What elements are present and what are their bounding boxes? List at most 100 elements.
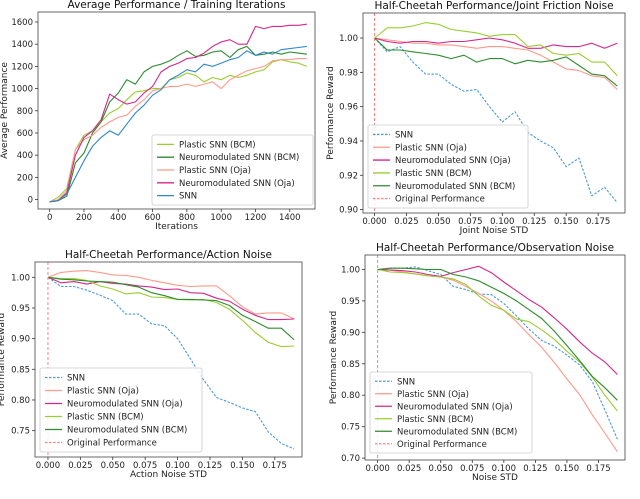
x-axis-label: Iterations	[155, 222, 198, 232]
y-tick-label: 1.00	[339, 34, 358, 44]
x-tick-label: 800	[179, 213, 195, 223]
subplot-2: Half-Cheetah Performance/Joint Friction …	[326, 0, 626, 236]
y-axis-label: Performance Reward	[326, 66, 336, 159]
y-tick-label: 400	[17, 151, 33, 161]
legend: Plastic SNN (BCM) Neuromodulated SNN (BCM…	[151, 134, 314, 206]
series-line-plastic-snn-oja-	[49, 58, 307, 203]
x-tick-label: 0.175	[586, 464, 610, 474]
legend-label: Neuromodulated SNN (BCM)	[397, 427, 517, 437]
legend: SNN Plastic SNN (Oja) Neuromodulated SNN (…	[369, 371, 533, 454]
x-tick-label: 0.175	[263, 461, 287, 471]
y-axis-label: Performance Reward	[329, 311, 339, 404]
legend-label: Plastic SNN (Oja)	[179, 166, 251, 176]
plot-frame	[364, 254, 626, 461]
x-tick-label: 1200	[245, 213, 267, 223]
y-tick-label: 600	[17, 129, 33, 139]
x-tick-label: 0	[47, 213, 52, 223]
legend-label: Neuromodulated SNN (BCM)	[395, 182, 515, 192]
legend-label: Plastic SNN (BCM)	[179, 140, 256, 150]
x-tick-label: 0.075	[133, 461, 157, 471]
series-line-neuromodulated-snn-oja-	[374, 37, 618, 49]
y-tick-label: 0.98	[339, 68, 358, 78]
x-tick-label: 200	[76, 213, 92, 223]
y-axis-label: Performance Reward	[0, 313, 7, 406]
y-tick-label: 0.85	[11, 365, 30, 375]
chart-title: Average Performance / Training Iteration…	[68, 0, 286, 11]
legend-label: SNN	[395, 130, 413, 140]
series-line-neuromodulated-snn-oja-	[47, 276, 295, 321]
legend-label: Original Performance	[67, 439, 157, 449]
subplot-1: Average Performance / Training Iteration…	[0, 0, 316, 232]
legend-box	[367, 124, 529, 209]
y-tick-label: 800	[17, 107, 33, 117]
legend-box	[39, 367, 203, 453]
legend-label: Neuromodulated SNN (Oja)	[397, 402, 513, 412]
legend-label: Neuromodulated SNN (BCM)	[67, 426, 187, 436]
chart-title: Half-Cheetah Performance/Action Noise	[65, 249, 272, 261]
y-tick-label: 1600	[11, 18, 33, 28]
x-tick-label: 0.125	[522, 217, 546, 227]
y-tick-label: 0.85	[341, 360, 360, 370]
x-tick-label: 0.025	[394, 217, 418, 227]
legend-label: SNN	[67, 374, 85, 384]
x-tick-label: 0.150	[555, 464, 579, 474]
y-tick-label: 0.75	[11, 427, 30, 437]
x-tick-label: 0.125	[523, 464, 547, 474]
plot-frame	[34, 261, 303, 458]
y-axis-label: Average Performance	[0, 62, 10, 159]
y-tick-label: 0.92	[339, 171, 358, 181]
x-tick-label: 0.000	[362, 217, 386, 227]
series-line-neuromodulated-snn-bcm-	[374, 37, 618, 87]
x-tick-label: 0.000	[365, 464, 389, 474]
legend-label: Plastic SNN (Oja)	[395, 143, 467, 153]
legend: SNN Plastic SNN (Oja) Neuromodulated SNN (…	[39, 367, 203, 453]
x-tick-label: 0.000	[36, 461, 60, 471]
x-tick-label: 0.050	[426, 217, 450, 227]
chart-title: Half-Cheetah Performance/Observation Noi…	[376, 242, 614, 254]
series-line-plastic-snn-oja-	[47, 270, 295, 320]
y-tick-label: 1.00	[11, 273, 30, 283]
subplot-3: Half-Cheetah Performance/Action Noise 0.0…	[0, 249, 303, 480]
series-line-snn	[374, 37, 618, 204]
x-axis-label: Action Noise STD	[130, 470, 207, 480]
x-tick-label: 0.025	[68, 461, 92, 471]
legend-label: Plastic SNN (BCM)	[395, 169, 472, 179]
legend-label: Neuromodulated SNN (Oja)	[395, 156, 511, 166]
series-line-neuromodulated-snn-bcm-	[47, 276, 295, 341]
x-tick-label: 600	[144, 213, 160, 223]
legend-label: Original Performance	[395, 195, 485, 205]
x-tick-label: 0.100	[165, 461, 189, 471]
legend-label: Neuromodulated SNN (Oja)	[179, 179, 295, 189]
y-tick-label: 0.70	[341, 454, 360, 464]
y-tick-label: 0.96	[339, 103, 358, 113]
series-line-snn	[47, 276, 295, 450]
y-tick-label: 1200	[11, 62, 33, 72]
y-tick-label: 0.95	[341, 297, 360, 307]
legend-label: Plastic SNN (BCM)	[67, 413, 144, 423]
series-line-neuromodulated-snn-oja-	[377, 265, 618, 375]
y-tick-label: 200	[17, 173, 33, 183]
y-tick-label: 1400	[11, 40, 33, 50]
legend-label: Neuromodulated SNN (Oja)	[67, 400, 183, 410]
y-tick-label: 0.95	[11, 304, 30, 314]
x-tick-label: 0.175	[586, 217, 610, 227]
series-line-neuromodulated-snn-oja-	[49, 23, 307, 203]
legend-label: Original Performance	[397, 440, 487, 450]
x-tick-label: 0.025	[397, 464, 421, 474]
x-tick-label: 0.075	[460, 464, 484, 474]
y-tick-label: 0	[28, 196, 33, 206]
legend-label: SNN	[179, 192, 197, 202]
x-tick-label: 1000	[210, 213, 232, 223]
legend: SNN Plastic SNN (Oja) Neuromodulated SNN (…	[367, 124, 529, 209]
legend-label: Plastic SNN (Oja)	[397, 390, 469, 400]
y-tick-label: 0.75	[341, 423, 360, 433]
series-line-neuromodulated-snn-bcm-	[377, 267, 618, 401]
x-tick-label: 0.125	[198, 461, 222, 471]
legend-box	[369, 371, 533, 454]
y-tick-label: 0.90	[341, 328, 360, 338]
series-line-plastic-snn-bcm-	[377, 268, 618, 412]
y-tick-label: 0.94	[339, 137, 358, 147]
subplot-4: Half-Cheetah Performance/Observation Noi…	[329, 242, 626, 483]
